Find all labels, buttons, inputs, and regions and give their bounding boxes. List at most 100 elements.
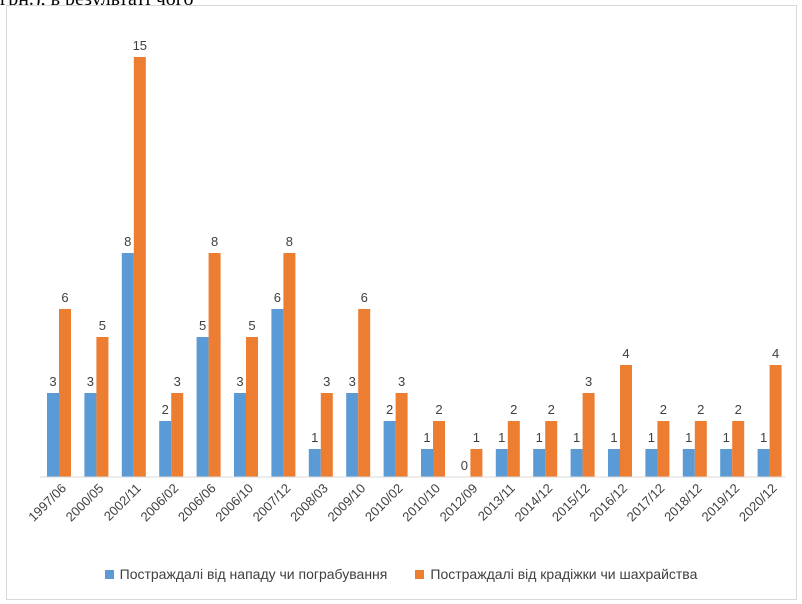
data-label-s0-1997-06: 3: [49, 374, 56, 389]
bar-s1-2008-03: [320, 393, 333, 477]
x-tick-2013-11: 2013/11: [475, 481, 518, 524]
data-label-s1-2007-12: 8: [286, 234, 293, 249]
data-label-s0-2006-10: 3: [236, 374, 243, 389]
legend-item-theft: Постраждалі від крадіжки чи шахрайства: [415, 566, 697, 582]
data-label-s0-2013-11: 1: [498, 430, 505, 445]
data-label-s1-2006-02: 3: [174, 374, 181, 389]
data-label-s1-2010-02: 3: [398, 374, 405, 389]
legend-swatch-assault: [104, 569, 114, 579]
bar-s1-2002-11: [133, 57, 146, 477]
x-tick-1997-06: 1997/06: [25, 481, 69, 525]
bar-s1-2009-10: [358, 309, 371, 477]
x-tick-2017-12: 2017/12: [624, 481, 668, 525]
data-label-s1-2008-03: 3: [323, 374, 330, 389]
bar-s1-2017-12: [657, 421, 670, 477]
x-tick-2000-05: 2000/05: [63, 481, 107, 525]
data-label-s0-2012-09: 0: [461, 458, 468, 473]
data-label-s0-2010-10: 1: [423, 430, 430, 445]
data-label-s0-2020-12: 1: [760, 430, 767, 445]
bar-s0-2007-12: [271, 309, 284, 477]
bar-s0-2018-12: [682, 449, 695, 477]
bar-s1-2000-05: [96, 337, 109, 477]
bars-group: [47, 57, 782, 477]
bar-s1-2020-12: [769, 365, 782, 477]
bar-s1-2006-06: [208, 253, 221, 477]
bar-s0-2006-06: [196, 337, 209, 477]
bar-s0-2016-12: [608, 449, 620, 477]
data-label-s1-2015-12: 3: [585, 374, 592, 389]
bar-s1-2006-02: [171, 393, 184, 477]
data-label-s0-2018-12: 1: [685, 430, 692, 445]
bar-s1-2015-12: [582, 393, 595, 477]
bar-s1-2013-11: [507, 421, 520, 477]
bar-s0-2000-05: [84, 393, 97, 477]
data-label-s0-2019-12: 1: [723, 430, 730, 445]
legend-item-assault: Постраждалі від нападу чи пограбування: [104, 566, 388, 582]
bar-s1-2016-12: [620, 365, 632, 477]
bar-s0-2010-10: [421, 449, 433, 477]
legend: Постраждалі від нападу чи пограбування П…: [0, 566, 802, 582]
bar-s0-1997-06: [47, 393, 59, 477]
data-label-s0-2000-05: 3: [87, 374, 94, 389]
bar-s1-2010-10: [433, 421, 445, 477]
bar-s0-2009-10: [346, 393, 359, 477]
bar-s1-2018-12: [694, 421, 707, 477]
x-tick-labels-group: 1997/062000/052002/112006/022006/062006/…: [25, 481, 779, 525]
bar-s0-2002-11: [121, 253, 134, 477]
x-tick-2010-10: 2010/10: [399, 481, 443, 525]
x-tick-2014-12: 2014/12: [511, 481, 555, 525]
x-tick-2015-12: 2015/12: [549, 481, 593, 525]
legend-label-assault: Постраждалі від нападу чи пограбування: [119, 566, 388, 582]
bar-s1-2012-09: [470, 449, 483, 477]
x-tick-2018-12: 2018/12: [661, 481, 705, 525]
bar-s1-2014-12: [545, 421, 558, 477]
bar-s0-2010-02: [383, 421, 396, 477]
bar-s1-2006-10: [246, 337, 258, 477]
data-label-s1-2016-12: 4: [622, 346, 629, 361]
x-tick-2008-03: 2008/03: [287, 481, 331, 525]
bar-s0-2020-12: [757, 449, 770, 477]
data-label-s0-2006-02: 2: [162, 402, 169, 417]
data-label-s0-2015-12: 1: [573, 430, 580, 445]
data-label-s0-2010-02: 2: [386, 402, 393, 417]
data-label-s1-1997-06: 6: [61, 290, 68, 305]
bar-s1-2010-02: [395, 393, 408, 477]
data-label-s1-2020-12: 4: [772, 346, 779, 361]
legend-swatch-theft: [415, 569, 425, 579]
data-label-s0-2006-06: 5: [199, 318, 206, 333]
bar-s0-2015-12: [570, 449, 583, 477]
bar-s0-2013-11: [495, 449, 508, 477]
data-label-s1-2006-06: 8: [211, 234, 218, 249]
x-tick-2006-10: 2006/10: [212, 481, 256, 525]
data-label-s1-2009-10: 6: [361, 290, 368, 305]
bar-s0-2006-10: [234, 393, 246, 477]
bar-s0-2019-12: [720, 449, 733, 477]
bar-s1-2019-12: [732, 421, 745, 477]
bar-s0-2008-03: [308, 449, 321, 477]
data-label-s1-2012-09: 1: [473, 430, 480, 445]
data-label-s0-2002-11: 8: [124, 234, 131, 249]
bar-s0-2006-02: [159, 421, 172, 477]
data-label-s1-2013-11: 2: [510, 402, 517, 417]
bar-s1-2007-12: [283, 253, 296, 477]
data-label-s1-2018-12: 2: [697, 402, 704, 417]
data-label-s0-2007-12: 6: [274, 290, 281, 305]
x-tick-2019-12: 2019/12: [698, 481, 742, 525]
data-label-s1-2002-11: 15: [133, 38, 147, 53]
x-tick-2002-11: 2002/11: [101, 481, 144, 524]
data-label-s1-2014-12: 2: [548, 402, 555, 417]
data-label-s1-2017-12: 2: [660, 402, 667, 417]
bar-s0-2014-12: [533, 449, 546, 477]
data-label-s0-2017-12: 1: [648, 430, 655, 445]
data-label-s1-2006-10: 5: [248, 318, 255, 333]
x-tick-2006-06: 2006/06: [175, 481, 219, 525]
data-label-s0-2014-12: 1: [536, 430, 543, 445]
data-label-s0-2016-12: 1: [610, 430, 617, 445]
data-label-s1-2000-05: 5: [99, 318, 106, 333]
legend-label-theft: Постраждалі від крадіжки чи шахрайства: [430, 566, 698, 582]
x-tick-2009-10: 2009/10: [324, 481, 368, 525]
data-label-s0-2009-10: 3: [349, 374, 356, 389]
bar-s0-2017-12: [645, 449, 658, 477]
